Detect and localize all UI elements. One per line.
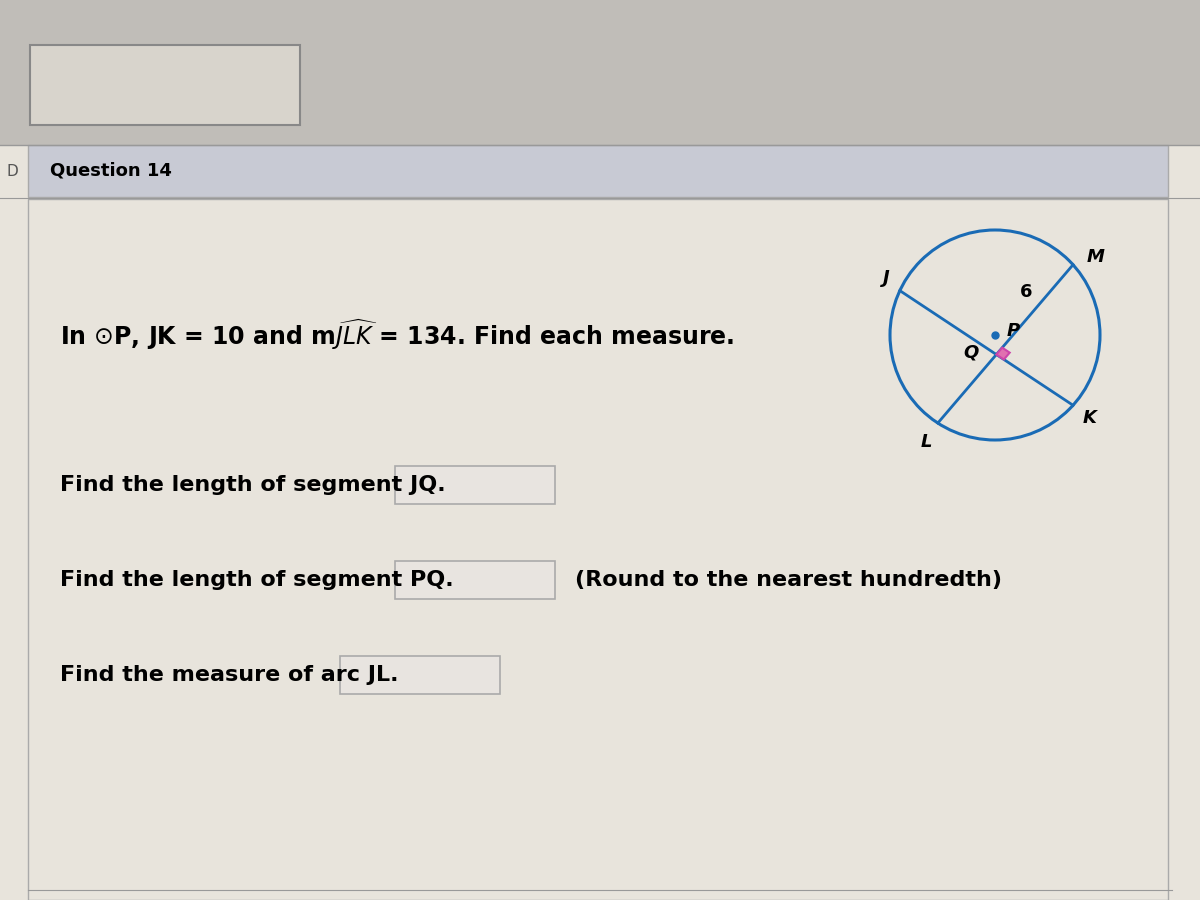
Text: D: D [6, 164, 18, 178]
Text: In $\odot$P, JK = 10 and m$\widehat{JLK}$ = 134. Find each measure.: In $\odot$P, JK = 10 and m$\widehat{JLK}… [60, 318, 734, 352]
Text: J: J [883, 268, 890, 286]
Text: Question 14: Question 14 [50, 162, 172, 180]
FancyBboxPatch shape [30, 45, 300, 125]
FancyBboxPatch shape [340, 656, 500, 694]
FancyBboxPatch shape [28, 199, 1168, 900]
Text: K: K [1084, 410, 1097, 427]
Text: Find the measure of arc JL.: Find the measure of arc JL. [60, 665, 398, 685]
Text: Q: Q [964, 344, 978, 362]
Text: (Round to the nearest hundredth): (Round to the nearest hundredth) [575, 570, 1002, 590]
FancyBboxPatch shape [28, 145, 1168, 197]
Text: 6: 6 [1020, 283, 1032, 301]
Text: P: P [1007, 322, 1020, 340]
Text: M: M [1087, 248, 1105, 266]
Text: L: L [920, 433, 932, 451]
Polygon shape [996, 347, 1009, 359]
FancyBboxPatch shape [395, 466, 554, 504]
Text: Find the length of segment PQ.: Find the length of segment PQ. [60, 570, 454, 590]
FancyBboxPatch shape [395, 561, 554, 599]
FancyBboxPatch shape [0, 0, 1200, 145]
Text: Find the length of segment JQ.: Find the length of segment JQ. [60, 475, 445, 495]
